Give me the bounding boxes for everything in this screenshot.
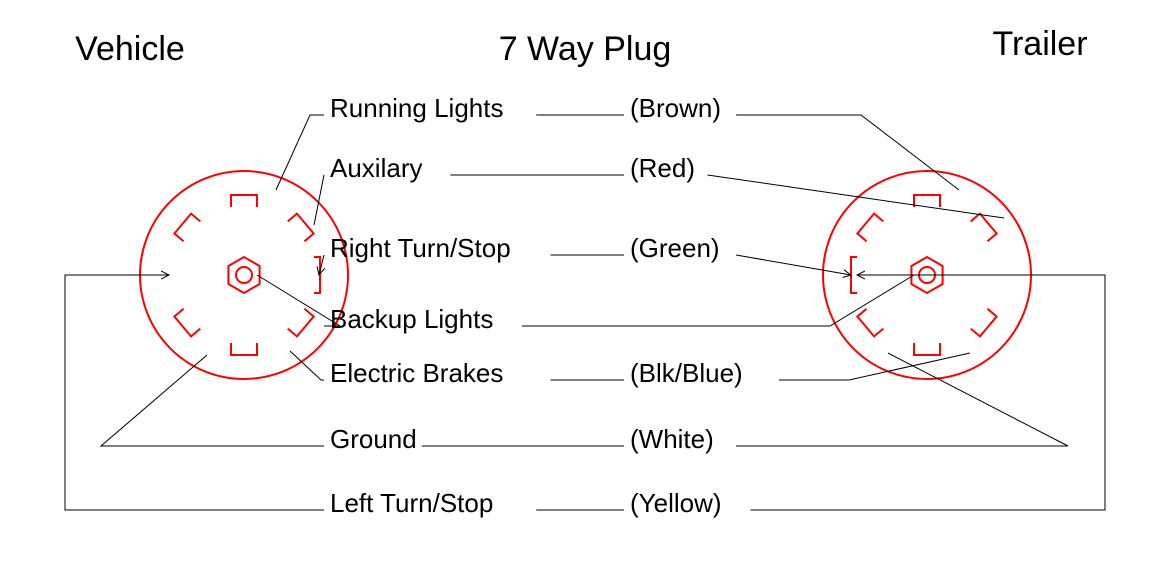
header-left: Vehicle bbox=[75, 30, 185, 68]
vehicle-plug-pin-1 bbox=[288, 214, 314, 242]
wire-right-1 bbox=[708, 175, 1005, 218]
wire-label-5: Ground bbox=[330, 424, 417, 454]
trailer-plug-pin-2 bbox=[971, 309, 997, 337]
wire-color-0: (Brown) bbox=[630, 93, 721, 123]
trailer-plug-pin-3 bbox=[914, 343, 940, 355]
wire-color-1: (Red) bbox=[630, 153, 695, 183]
vehicle-plug-center-hole bbox=[236, 267, 252, 283]
wire-right-4 bbox=[779, 353, 970, 380]
vehicle-plug-pin-2 bbox=[288, 309, 314, 337]
wire-label-1: Auxilary bbox=[330, 153, 422, 183]
diagram-title: 7 Way Plug bbox=[499, 30, 672, 68]
vehicle-plug-pin-4 bbox=[174, 309, 200, 337]
wire-right-3 bbox=[522, 275, 914, 326]
wire-left-6 bbox=[65, 275, 324, 510]
vehicle-plug-pin-0 bbox=[231, 195, 257, 207]
wire-right-6 bbox=[750, 275, 1105, 510]
wire-color-5: (White) bbox=[630, 424, 714, 454]
trailer-plug-pin-5 bbox=[857, 214, 883, 242]
vehicle-plug-pin-5 bbox=[174, 214, 200, 242]
wire-right-2 bbox=[736, 255, 851, 275]
vehicle-plug-pin-3 bbox=[231, 343, 257, 355]
wire-right-5 bbox=[736, 353, 1068, 446]
vehicle-plug-outer bbox=[140, 171, 348, 379]
trailer-plug-pin-side bbox=[851, 257, 857, 293]
wire-label-6: Left Turn/Stop bbox=[330, 488, 493, 518]
wire-label-0: Running Lights bbox=[330, 93, 503, 123]
vehicle-plug-center-hex bbox=[228, 257, 259, 293]
trailer-plug-pin-1 bbox=[971, 214, 997, 242]
wire-left-3 bbox=[257, 275, 340, 326]
wire-label-3: Backup Lights bbox=[330, 304, 493, 334]
trailer-plug-pin-4 bbox=[857, 309, 883, 337]
wire-label-4: Electric Brakes bbox=[330, 358, 503, 388]
wire-label-2: Right Turn/Stop bbox=[330, 233, 511, 263]
wire-color-4: (Blk/Blue) bbox=[630, 358, 743, 388]
wire-right-0 bbox=[736, 115, 959, 190]
wire-color-2: (Green) bbox=[630, 233, 720, 263]
header-right: Trailer bbox=[992, 25, 1087, 63]
wire-color-6: (Yellow) bbox=[630, 488, 722, 518]
